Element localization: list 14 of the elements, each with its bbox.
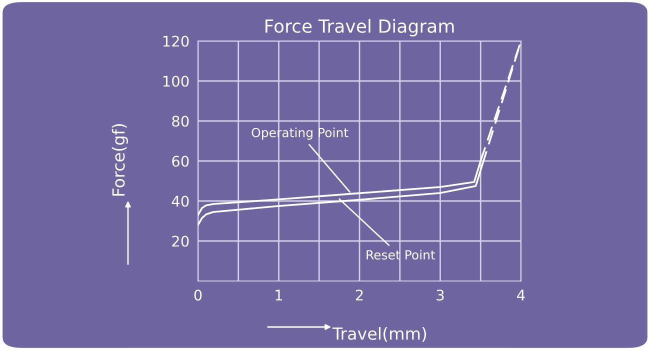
x-tick-label: 1 <box>276 290 282 300</box>
y-axis-title: Force(gf) <box>112 124 128 196</box>
x-axis-title: Travel(mm) <box>332 327 426 342</box>
x-tick-label: 4 <box>517 290 525 300</box>
y-tick-label: 120 <box>163 36 189 47</box>
x-tick-label: 0 <box>194 290 202 301</box>
x-tick-label: 2 <box>356 290 363 300</box>
y-tick-label: 40 <box>172 196 189 207</box>
chart-title: Force Travel Diagram <box>266 18 454 36</box>
y-tick-label: 80 <box>172 116 189 127</box>
y-tick-label: 60 <box>172 156 189 167</box>
x-tick-label: 3 <box>436 290 444 301</box>
y-tick-label: 100 <box>163 76 189 87</box>
y-tick-label: 20 <box>172 236 189 247</box>
